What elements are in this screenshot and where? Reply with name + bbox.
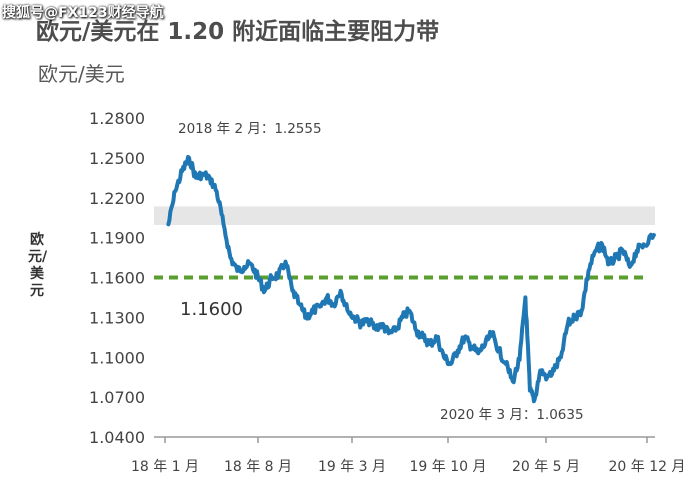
watermark: 搜狐号@FX123财经导航 bbox=[2, 5, 164, 21]
y-tick-label: 1.1600 bbox=[89, 269, 145, 288]
x-tick-label: 20 年 5 月 bbox=[512, 459, 580, 475]
y-tick-label: 1.2800 bbox=[89, 109, 145, 128]
annotation-support: 1.1600 bbox=[180, 299, 243, 320]
y-tick-label: 1.1000 bbox=[89, 348, 145, 367]
x-tick-label: 18 年 8 月 bbox=[224, 459, 292, 475]
y-tick-label: 1.1300 bbox=[89, 308, 145, 327]
annotation-low: 2020 年 3 月：1.0635 bbox=[440, 407, 584, 423]
eur-usd-series-line bbox=[166, 154, 656, 404]
resistance-band bbox=[154, 206, 655, 225]
y-tick-label: 1.1900 bbox=[89, 229, 145, 248]
y-tick-label: 1.2500 bbox=[89, 149, 145, 168]
x-tick-label: 19 年 10 月 bbox=[410, 459, 487, 475]
y-tick-label: 1.2200 bbox=[89, 189, 145, 208]
y-tick-label: 1.0700 bbox=[89, 388, 145, 407]
annotation-high: 2018 年 2 月：1.2555 bbox=[178, 121, 322, 137]
chart-title: 欧元/美元在 1.20 附近面临主要阻力带 bbox=[36, 19, 440, 45]
x-tick-label: 19 年 3 月 bbox=[318, 459, 386, 475]
x-tick-label: 18 年 1 月 bbox=[131, 459, 199, 475]
chart-subtitle: 欧元/美元 bbox=[38, 62, 125, 86]
x-tick-label: 20 年 12 月 bbox=[609, 459, 686, 475]
y-axis-label: 欧元/美元 bbox=[28, 232, 48, 299]
y-tick-label: 1.0400 bbox=[89, 428, 145, 447]
